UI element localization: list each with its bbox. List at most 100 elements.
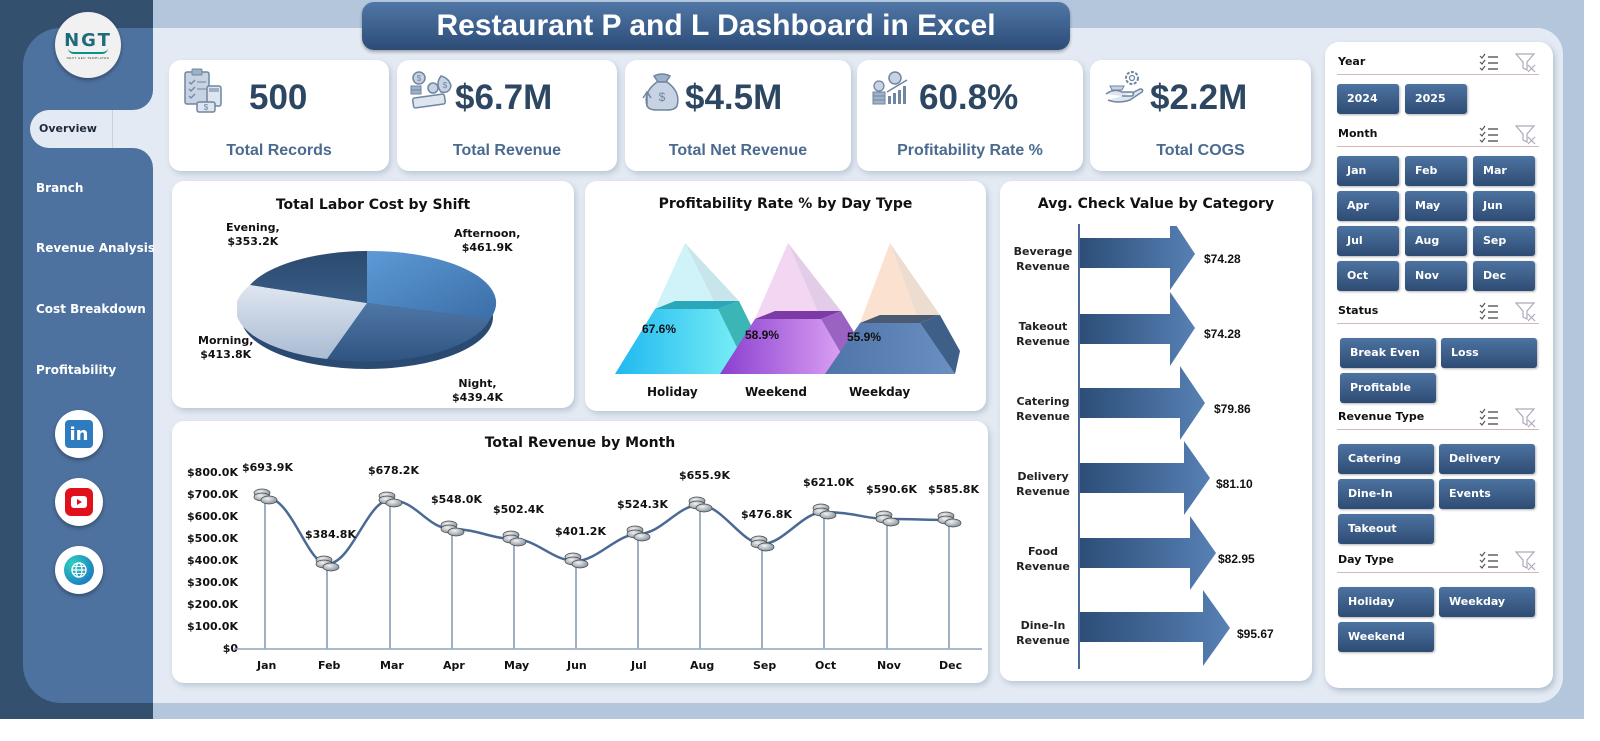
svg-text:$: $ bbox=[659, 90, 666, 104]
x-tick: Mar bbox=[380, 659, 404, 672]
sidebar-item-cost-breakdown[interactable]: Cost Breakdown bbox=[36, 302, 146, 316]
pie-label-night: Night, $439.4K bbox=[452, 377, 503, 404]
slicer-month-jan[interactable]: Jan bbox=[1337, 156, 1399, 186]
arrow-value: $79.86 bbox=[1214, 402, 1251, 416]
slicer-month-feb[interactable]: Feb bbox=[1405, 156, 1467, 186]
slicer-month-header: Month bbox=[1337, 125, 1539, 147]
sidebar-item-overview[interactable]: Overview bbox=[30, 90, 153, 168]
point-label: $502.4K bbox=[493, 503, 544, 516]
x-tick: Feb bbox=[318, 659, 341, 672]
chart-title: Profitability Rate % by Day Type bbox=[658, 196, 913, 212]
slicer-revenue-dine-in[interactable]: Dine-In bbox=[1338, 479, 1434, 509]
linkedin-icon: in bbox=[65, 420, 93, 448]
slicer-month-dec[interactable]: Dec bbox=[1473, 261, 1535, 291]
arrow-category-label: Takeout Revenue bbox=[1016, 320, 1070, 348]
arrow-category-label: Catering Revenue bbox=[1016, 395, 1070, 423]
multi-select-icon[interactable] bbox=[1479, 551, 1499, 569]
svg-text:$: $ bbox=[417, 74, 422, 83]
money-bag-icon: $ bbox=[642, 73, 679, 111]
money-stack-icon: $ $ bbox=[410, 71, 452, 109]
revenue-by-month-chart: Total Revenue by Month $800.0K $700.0K $… bbox=[172, 421, 988, 683]
slicer-month-jun[interactable]: Jun bbox=[1473, 191, 1535, 221]
ngt-logo: NGT NEXT GEN TEMPLATES bbox=[55, 12, 121, 78]
chart-title: Avg. Check Value by Category bbox=[1037, 196, 1275, 212]
slicer-day-type-header: Day Type bbox=[1337, 551, 1539, 573]
point-label: $655.9K bbox=[679, 469, 730, 482]
kpi-card-total-cogs: $2.2M Total COGS bbox=[1090, 60, 1311, 171]
slicer-day-weekend[interactable]: Weekend bbox=[1338, 622, 1434, 652]
arrow-bars bbox=[1080, 226, 1230, 666]
arrow-value: $74.28 bbox=[1204, 327, 1241, 341]
pyramid-value-holiday: 67.6% bbox=[642, 322, 677, 336]
clear-filter-icon[interactable] bbox=[1515, 125, 1537, 145]
clear-filter-icon[interactable] bbox=[1515, 408, 1537, 428]
x-tick: Jun bbox=[567, 659, 587, 672]
point-label: $384.8K bbox=[305, 528, 356, 541]
logo-subtitle: NEXT GEN TEMPLATES bbox=[66, 56, 110, 60]
slicer-month-aug[interactable]: Aug bbox=[1405, 226, 1467, 256]
sidebar-item-branch[interactable]: Branch bbox=[36, 181, 84, 195]
slicer-month-sep[interactable]: Sep bbox=[1473, 226, 1535, 256]
slicer-revenue-takeout[interactable]: Takeout bbox=[1338, 514, 1434, 544]
pyramid-value-weekend: 58.9% bbox=[745, 328, 780, 342]
multi-select-icon[interactable] bbox=[1479, 53, 1499, 71]
arrow-value: $74.28 bbox=[1204, 252, 1241, 266]
clear-filter-icon[interactable] bbox=[1515, 302, 1537, 322]
slicer-month-oct[interactable]: Oct bbox=[1337, 261, 1399, 291]
multi-select-icon[interactable] bbox=[1479, 125, 1499, 143]
website-button[interactable] bbox=[55, 546, 103, 594]
y-tick: $100.0K bbox=[187, 620, 238, 633]
slicer-month-apr[interactable]: Apr bbox=[1337, 191, 1399, 221]
clear-filter-icon[interactable] bbox=[1515, 551, 1537, 571]
arrow-value: $81.10 bbox=[1216, 477, 1253, 491]
dashboard-title-bar: Restaurant P and L Dashboard in Excel bbox=[362, 2, 1070, 50]
slicer-label: Month bbox=[1338, 127, 1378, 140]
y-tick: $400.0K bbox=[187, 554, 238, 567]
sidebar-item-profitability[interactable]: Profitability bbox=[36, 363, 117, 377]
slicer-revenue-catering[interactable]: Catering bbox=[1338, 444, 1434, 474]
multi-select-icon[interactable] bbox=[1479, 302, 1499, 320]
x-tick: Nov bbox=[877, 659, 901, 672]
point-label: $678.2K bbox=[368, 464, 419, 477]
chart-title: Total Labor Cost by Shift bbox=[275, 197, 471, 213]
sidebar-item-revenue-analysis[interactable]: Revenue Analysis bbox=[36, 241, 156, 255]
clear-filter-icon[interactable] bbox=[1515, 53, 1537, 73]
y-tick: $500.0K bbox=[187, 532, 238, 545]
linkedin-button[interactable]: in bbox=[55, 410, 103, 458]
y-tick: $700.0K bbox=[187, 488, 238, 501]
slicer-day-holiday[interactable]: Holiday bbox=[1338, 587, 1434, 617]
kpi-value: $4.5M bbox=[685, 78, 783, 117]
slicer-day-weekday[interactable]: Weekday bbox=[1439, 587, 1535, 617]
kpi-card-total-records: $ 500 Total Records bbox=[169, 60, 389, 171]
slicer-status-break-even[interactable]: Break Even bbox=[1340, 338, 1436, 368]
x-tick: Aug bbox=[690, 659, 715, 672]
slicer-month-nov[interactable]: Nov bbox=[1405, 261, 1467, 291]
slicer-revenue-type-header: Revenue Type bbox=[1337, 408, 1539, 430]
pie-label-afternoon: Afternoon, $461.9K bbox=[454, 227, 521, 254]
point-label: $476.8K bbox=[741, 508, 792, 521]
arrow-category-label: Dine-In Revenue bbox=[1016, 619, 1070, 647]
point-label: $585.8K bbox=[928, 483, 979, 496]
slicer-status-profitable[interactable]: Profitable bbox=[1340, 373, 1436, 403]
x-tick: Apr bbox=[443, 659, 465, 672]
point-label: $621.0K bbox=[803, 476, 854, 489]
slicer-month-jul[interactable]: Jul bbox=[1337, 226, 1399, 256]
youtube-button[interactable] bbox=[55, 478, 103, 526]
x-tick: Oct bbox=[815, 659, 837, 672]
point-label: $693.9K bbox=[242, 461, 293, 474]
y-tick: $800.0K bbox=[187, 466, 238, 479]
slicer-revenue-delivery[interactable]: Delivery bbox=[1439, 444, 1535, 474]
multi-select-icon[interactable] bbox=[1479, 408, 1499, 426]
kpi-label: Total Records bbox=[226, 142, 332, 159]
x-tick: May bbox=[504, 659, 530, 672]
slicer-year-2025[interactable]: 2025 bbox=[1405, 84, 1467, 114]
profitability-day-type-chart: Profitability Rate % by Day Type 67.6% 5… bbox=[585, 181, 986, 411]
slicer-year-2024[interactable]: 2024 bbox=[1337, 84, 1399, 114]
svg-text:$: $ bbox=[443, 81, 448, 90]
coin-markers bbox=[253, 488, 962, 572]
slicer-status-loss[interactable]: Loss bbox=[1441, 338, 1537, 368]
slicer-revenue-events[interactable]: Events bbox=[1439, 479, 1535, 509]
kpi-card-profitability-rate: 60.8% Profitability Rate % bbox=[857, 60, 1083, 171]
slicer-month-mar[interactable]: Mar bbox=[1473, 156, 1535, 186]
slicer-month-may[interactable]: May bbox=[1405, 191, 1467, 221]
